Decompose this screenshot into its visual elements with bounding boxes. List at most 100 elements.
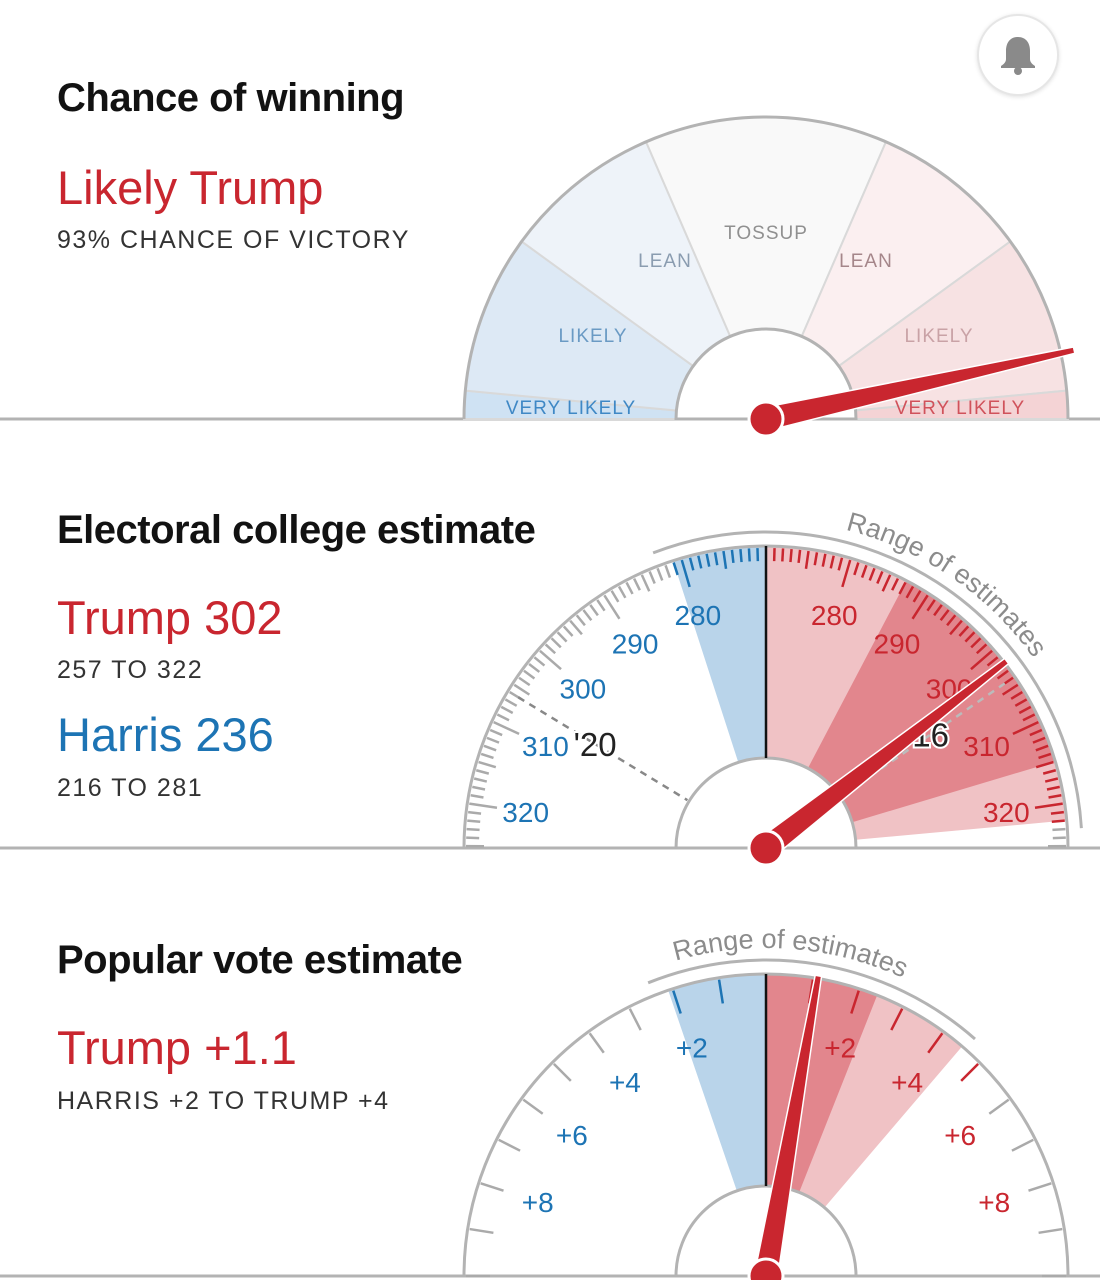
tick-harris [596, 599, 606, 612]
tick-harris [466, 827, 480, 832]
harris-range-wedge [673, 546, 766, 763]
tick-trump [837, 557, 844, 571]
chance-gauge: VERY LIKELY LIKELY LEAN TOSSUP LEAN LIKELY VER… [0, 115, 1100, 438]
tick-trump [1038, 752, 1052, 760]
tick-harris [625, 581, 634, 595]
electoral-trump-range: 257 TO 322 [57, 656, 204, 684]
tick-label-trump: 320 [983, 797, 1030, 828]
tick-harris [713, 552, 719, 566]
tick-harris [533, 656, 546, 667]
sector-label-1: VERY LIKELY [506, 398, 636, 419]
tick-harris [562, 625, 574, 637]
needle [747, 974, 823, 1280]
electoral-title: Electoral college estimate [57, 508, 536, 552]
tick-trump [1029, 728, 1043, 737]
tick-trump [988, 1098, 1010, 1115]
tick-harris [747, 548, 751, 562]
electoral-trump-headline: Trump 302 [57, 591, 283, 644]
tick-harris [588, 1032, 605, 1054]
tick-trump [958, 625, 970, 637]
tick-harris [478, 760, 497, 769]
tick-trump [996, 669, 1009, 680]
tick-harris [470, 794, 484, 799]
needle-fill [755, 976, 821, 1278]
gauge-inner-arc [674, 327, 858, 421]
tick-label-harris: 320 [502, 797, 549, 828]
tick-label-trump: +8 [978, 1187, 1010, 1218]
scale-ticks [465, 548, 1067, 848]
tick-harris [493, 721, 520, 736]
tick-label-harris: +8 [522, 1187, 554, 1218]
tick-harris [496, 713, 510, 722]
tick-trump [891, 577, 900, 591]
tick-trump [946, 614, 957, 627]
popular-headline: Trump +1.1 [57, 1021, 297, 1074]
tick-label-trump: 310 [963, 731, 1010, 762]
tick-harris [469, 1227, 494, 1235]
tick-trump [898, 581, 907, 595]
tick-trump [964, 631, 976, 643]
tick-trump [1028, 1182, 1052, 1192]
chance-subline: 93% CHANCE OF VICTORY [57, 226, 410, 254]
popular-gauge: Range of estimates+2+2+4+4+6+6+8+8 [0, 924, 1100, 1280]
tick-harris [610, 590, 620, 603]
tick-trump [841, 559, 852, 588]
tick-trump [939, 609, 950, 622]
tick-trump [970, 649, 993, 671]
tick-trump [1046, 785, 1060, 791]
sector-label-4: TOSSUP [724, 223, 808, 244]
tick-label-trump: +2 [824, 1033, 856, 1064]
tick-trump [797, 549, 802, 563]
tick-trump [975, 643, 988, 655]
tick-trump [1022, 713, 1036, 722]
needle-hub [747, 829, 785, 867]
sector-label-5: LEAN [839, 251, 893, 272]
bell-icon [1001, 37, 1035, 75]
tick-trump [1011, 1138, 1034, 1152]
tick-trump [1012, 721, 1039, 736]
tick-trump [1042, 769, 1057, 775]
tick-trump [804, 550, 810, 570]
tick-trump [853, 562, 860, 576]
electoral-harris-range: 216 TO 281 [57, 774, 204, 802]
tick-harris [550, 637, 562, 649]
tick-harris [513, 683, 531, 696]
tick-trump [960, 1062, 980, 1082]
popular-title: Popular vote estimate [57, 938, 463, 982]
reference-line-2 [841, 682, 1006, 797]
tick-trump [911, 594, 929, 620]
tick-label-harris: 310 [522, 731, 569, 762]
tick-harris [664, 564, 672, 578]
tick-trump [868, 567, 876, 581]
tick-trump [1048, 794, 1062, 799]
electoral-harris-headline: Harris 236 [57, 708, 274, 761]
tick-harris [688, 557, 695, 571]
tick-harris [522, 1098, 544, 1115]
tick-trump [1014, 698, 1028, 707]
tick-harris [539, 649, 562, 671]
tick-label-harris: 280 [674, 600, 721, 631]
tick-label-harris: +6 [556, 1120, 588, 1151]
tick-label-harris: 300 [560, 673, 607, 704]
tick-harris [483, 744, 497, 752]
tick-harris [603, 594, 621, 620]
needle-fill [759, 659, 1008, 857]
notification-button[interactable] [977, 14, 1059, 96]
tick-label-harris: +4 [609, 1067, 641, 1098]
tick-label-trump: +4 [891, 1067, 923, 1098]
tick-label-harris: +2 [676, 1033, 708, 1064]
tick-trump [860, 564, 868, 578]
tick-label-trump: 290 [874, 628, 921, 659]
tick-harris [680, 559, 691, 588]
tick-harris [632, 577, 641, 591]
tick-trump [789, 548, 793, 563]
tick-harris [617, 585, 627, 599]
tick-harris [656, 567, 664, 581]
tick-harris [504, 698, 518, 707]
tick-harris [628, 1008, 642, 1031]
tick-harris [473, 777, 488, 783]
tick-harris [475, 769, 490, 775]
gauge-outer-arc [462, 115, 1070, 420]
tick-trump [1052, 827, 1066, 832]
tick-harris [467, 819, 481, 824]
